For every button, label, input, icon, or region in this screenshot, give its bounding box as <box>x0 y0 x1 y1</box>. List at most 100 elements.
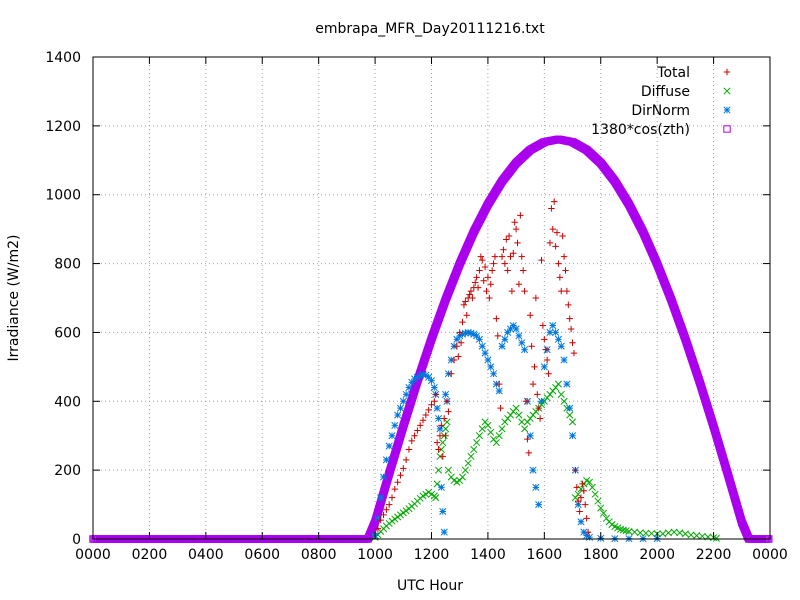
data-point <box>594 497 602 505</box>
data-point <box>456 329 463 336</box>
data-point <box>433 480 441 488</box>
data-point <box>529 466 537 474</box>
x-tick-label: 2000 <box>639 547 675 563</box>
legend-marker <box>723 68 731 76</box>
data-point <box>546 328 554 336</box>
data-point <box>394 411 402 419</box>
data-point <box>461 466 469 474</box>
data-point <box>434 414 443 423</box>
data-point <box>583 532 591 540</box>
data-point <box>457 339 465 346</box>
data-point <box>681 530 689 538</box>
series-2 <box>371 321 661 543</box>
data-point <box>467 452 475 460</box>
data-point <box>439 507 447 516</box>
data-point <box>484 421 492 429</box>
data-point <box>440 528 448 536</box>
data-point <box>417 422 424 429</box>
data-point <box>402 456 410 464</box>
data-point <box>583 515 590 522</box>
data-point <box>477 253 485 260</box>
data-point <box>442 390 450 398</box>
data-point <box>388 494 396 501</box>
data-point <box>432 494 440 502</box>
data-point <box>475 432 484 440</box>
data-point <box>532 294 540 302</box>
data-point <box>535 404 542 412</box>
series-3 <box>89 135 773 543</box>
data-point <box>560 253 568 260</box>
data-point <box>541 336 548 343</box>
data-point <box>436 425 444 433</box>
data-point <box>374 525 382 532</box>
data-point <box>487 363 495 371</box>
data-point <box>567 325 575 333</box>
data-point <box>470 330 478 338</box>
data-point <box>534 391 541 398</box>
data-point <box>492 439 500 447</box>
data-point <box>442 432 449 439</box>
data-point <box>490 260 497 267</box>
y-tick-label: 800 <box>54 257 81 273</box>
x-tick-label: 0000 <box>752 547 788 563</box>
data-point <box>383 506 390 513</box>
data-point <box>517 212 524 219</box>
x-tick-label: 1200 <box>414 547 450 563</box>
data-point <box>432 391 439 398</box>
legend-label: 1380*cos(zth) <box>591 122 690 138</box>
data-point <box>514 239 521 247</box>
x-axis-label: UTC Hour <box>397 578 463 594</box>
data-point <box>476 267 483 274</box>
data-point <box>588 483 596 491</box>
data-point <box>515 411 523 419</box>
x-tick-label: 0800 <box>301 547 337 563</box>
data-point <box>495 432 503 440</box>
legend-marker <box>723 87 731 95</box>
x-tick-label: 0000 <box>75 547 111 563</box>
data-point <box>522 398 530 405</box>
data-point <box>548 205 555 212</box>
data-point <box>574 490 582 498</box>
data-point <box>455 353 462 360</box>
data-point <box>577 494 585 501</box>
data-point <box>552 328 560 336</box>
data-point <box>475 335 484 343</box>
data-point <box>469 294 476 302</box>
data-point <box>377 516 384 524</box>
data-point <box>538 256 545 264</box>
data-point <box>574 497 582 505</box>
data-point <box>443 418 451 426</box>
data-point <box>470 445 478 454</box>
x-tick-label: 0400 <box>188 547 224 563</box>
data-point <box>568 418 577 426</box>
data-point <box>467 287 475 295</box>
data-point <box>515 281 523 288</box>
data-point <box>484 356 492 364</box>
data-point <box>531 363 538 371</box>
data-point <box>505 232 513 240</box>
data-point <box>518 253 525 260</box>
data-point <box>642 529 650 537</box>
data-point <box>385 442 393 450</box>
data-point <box>495 387 503 395</box>
data-point <box>559 232 566 240</box>
data-point <box>563 287 571 295</box>
data-point <box>512 325 520 333</box>
data-point <box>510 250 517 257</box>
data-point <box>402 390 410 398</box>
data-point <box>582 501 589 508</box>
data-point <box>532 483 540 491</box>
data-point <box>577 518 585 526</box>
series-1 <box>371 380 720 542</box>
data-point <box>501 260 509 267</box>
data-point <box>431 398 438 405</box>
data-point <box>498 342 506 350</box>
data-point <box>443 398 451 405</box>
data-point <box>491 253 499 260</box>
data-point <box>542 346 549 353</box>
data-point <box>551 198 558 205</box>
data-point <box>374 514 382 522</box>
data-point <box>562 267 569 274</box>
data-point <box>478 425 486 433</box>
data-point <box>396 404 405 412</box>
